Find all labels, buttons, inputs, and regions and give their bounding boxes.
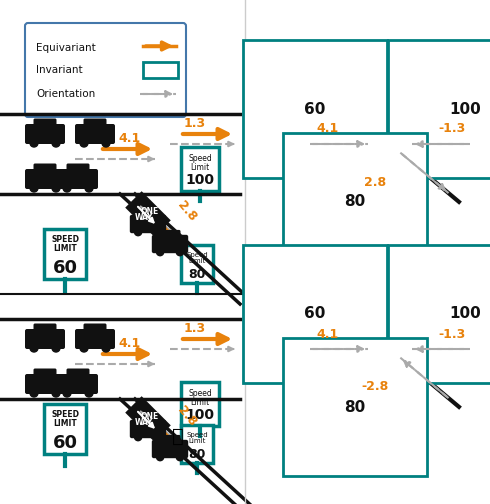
- Text: 4.1: 4.1: [317, 328, 339, 341]
- Circle shape: [52, 344, 60, 352]
- Text: ONE: ONE: [141, 207, 159, 216]
- Circle shape: [156, 454, 164, 461]
- Text: 60: 60: [52, 259, 77, 277]
- Text: 2.8: 2.8: [175, 199, 199, 224]
- FancyBboxPatch shape: [138, 210, 158, 222]
- Circle shape: [372, 126, 408, 162]
- FancyBboxPatch shape: [67, 163, 90, 176]
- FancyBboxPatch shape: [152, 440, 188, 458]
- Circle shape: [85, 184, 93, 192]
- Text: Orientation: Orientation: [36, 89, 95, 99]
- FancyBboxPatch shape: [25, 329, 65, 349]
- FancyBboxPatch shape: [160, 230, 180, 242]
- Text: ONE: ONE: [141, 412, 159, 421]
- FancyBboxPatch shape: [25, 374, 65, 394]
- Circle shape: [156, 248, 164, 256]
- Circle shape: [176, 248, 183, 256]
- FancyBboxPatch shape: [75, 124, 115, 144]
- FancyBboxPatch shape: [123, 189, 173, 239]
- Text: 80: 80: [188, 269, 206, 282]
- Circle shape: [134, 433, 142, 440]
- Text: Speed
Limit: Speed Limit: [186, 252, 208, 264]
- Text: -1.3: -1.3: [439, 328, 466, 341]
- Circle shape: [52, 389, 60, 397]
- Text: 60: 60: [52, 434, 77, 452]
- Circle shape: [80, 344, 88, 352]
- Text: Invariant: Invariant: [36, 65, 83, 75]
- Text: 4.1: 4.1: [317, 122, 339, 136]
- Circle shape: [85, 389, 93, 397]
- Text: 100: 100: [186, 408, 215, 422]
- Circle shape: [30, 344, 38, 352]
- Text: SPEED
LIMIT: SPEED LIMIT: [51, 410, 79, 428]
- FancyBboxPatch shape: [181, 147, 219, 191]
- FancyBboxPatch shape: [123, 394, 173, 444]
- FancyBboxPatch shape: [33, 368, 56, 382]
- Circle shape: [30, 184, 38, 192]
- Text: 80: 80: [188, 449, 206, 462]
- FancyBboxPatch shape: [143, 62, 178, 78]
- Text: -2.8: -2.8: [362, 381, 389, 394]
- Text: 2.8: 2.8: [364, 175, 386, 188]
- Circle shape: [372, 331, 408, 367]
- FancyBboxPatch shape: [33, 118, 56, 132]
- Text: 80: 80: [344, 400, 366, 414]
- Text: 100: 100: [449, 306, 481, 322]
- Text: 2.8: 2.8: [175, 404, 199, 429]
- Circle shape: [134, 228, 142, 236]
- Circle shape: [80, 139, 88, 147]
- FancyBboxPatch shape: [25, 169, 65, 189]
- Circle shape: [102, 344, 110, 352]
- FancyBboxPatch shape: [44, 229, 86, 279]
- FancyBboxPatch shape: [58, 169, 98, 189]
- FancyBboxPatch shape: [130, 420, 166, 438]
- Circle shape: [154, 433, 162, 440]
- Text: 4.1: 4.1: [118, 337, 140, 350]
- Text: Equivariant: Equivariant: [36, 43, 96, 53]
- FancyBboxPatch shape: [83, 324, 106, 337]
- FancyBboxPatch shape: [75, 329, 115, 349]
- Text: 1.3: 1.3: [184, 322, 206, 335]
- FancyBboxPatch shape: [33, 324, 56, 337]
- FancyBboxPatch shape: [160, 435, 180, 447]
- Text: 4.1: 4.1: [118, 132, 140, 145]
- Text: 80: 80: [344, 195, 366, 210]
- Circle shape: [30, 139, 38, 147]
- Text: 🔥: 🔥: [172, 426, 184, 446]
- Circle shape: [52, 139, 60, 147]
- FancyBboxPatch shape: [181, 425, 213, 463]
- FancyBboxPatch shape: [67, 368, 90, 382]
- Circle shape: [52, 184, 60, 192]
- Circle shape: [176, 454, 183, 461]
- FancyBboxPatch shape: [25, 23, 186, 117]
- Text: 100: 100: [186, 173, 215, 187]
- Text: 60: 60: [304, 101, 326, 116]
- FancyBboxPatch shape: [130, 215, 166, 233]
- Circle shape: [30, 389, 38, 397]
- Text: 1.3: 1.3: [184, 117, 206, 130]
- FancyBboxPatch shape: [44, 404, 86, 454]
- FancyBboxPatch shape: [152, 235, 188, 253]
- Text: -1.3: -1.3: [439, 122, 466, 136]
- Circle shape: [102, 139, 110, 147]
- FancyBboxPatch shape: [25, 124, 65, 144]
- FancyBboxPatch shape: [181, 245, 213, 283]
- Text: Speed
Limit: Speed Limit: [188, 389, 212, 407]
- FancyBboxPatch shape: [138, 415, 158, 427]
- Text: 60: 60: [304, 306, 326, 322]
- Text: WAY: WAY: [135, 213, 154, 222]
- FancyBboxPatch shape: [33, 163, 56, 176]
- Circle shape: [63, 184, 71, 192]
- Text: Speed
Limit: Speed Limit: [186, 432, 208, 444]
- FancyBboxPatch shape: [58, 374, 98, 394]
- Text: 100: 100: [449, 101, 481, 116]
- FancyBboxPatch shape: [83, 118, 106, 132]
- Text: SPEED
LIMIT: SPEED LIMIT: [51, 235, 79, 254]
- Text: WAY: WAY: [135, 418, 154, 427]
- Text: Speed
Limit: Speed Limit: [188, 154, 212, 172]
- FancyBboxPatch shape: [181, 382, 219, 426]
- Circle shape: [154, 228, 162, 236]
- Circle shape: [63, 389, 71, 397]
